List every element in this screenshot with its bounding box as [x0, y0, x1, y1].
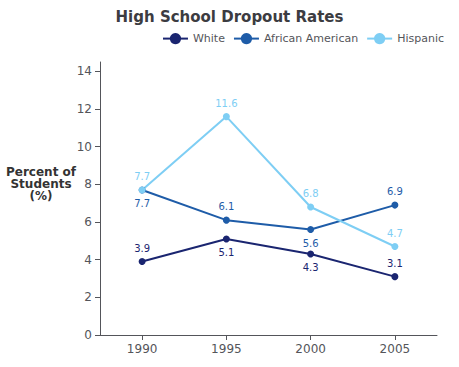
svg-text:5.1: 5.1 — [218, 247, 234, 258]
svg-text:5.6: 5.6 — [303, 238, 319, 249]
svg-text:High School Dropout Rates: High School Dropout Rates — [116, 8, 344, 26]
svg-text:6.1: 6.1 — [218, 201, 234, 212]
svg-text:6.8: 6.8 — [303, 188, 319, 199]
svg-text:4: 4 — [84, 253, 92, 267]
svg-text:11.6: 11.6 — [215, 98, 237, 109]
svg-text:7.7: 7.7 — [134, 198, 150, 209]
svg-text:10: 10 — [77, 140, 92, 154]
svg-text:Students: Students — [10, 176, 72, 191]
svg-text:2000: 2000 — [295, 342, 326, 356]
svg-text:4.3: 4.3 — [303, 262, 319, 273]
svg-text:3.9: 3.9 — [134, 243, 150, 254]
svg-text:Percent of: Percent of — [6, 164, 76, 179]
svg-text:2005: 2005 — [380, 342, 411, 356]
svg-text:8: 8 — [84, 177, 92, 191]
svg-text:0: 0 — [84, 328, 92, 342]
svg-text:1995: 1995 — [211, 342, 242, 356]
svg-text:7.7: 7.7 — [134, 171, 150, 182]
svg-text:6: 6 — [84, 215, 92, 229]
svg-text:African American: African American — [264, 32, 358, 45]
svg-text:3.1: 3.1 — [387, 258, 403, 269]
svg-text:14: 14 — [77, 64, 92, 78]
svg-text:1990: 1990 — [127, 342, 158, 356]
svg-text:2: 2 — [84, 290, 92, 304]
svg-text:4.7: 4.7 — [387, 228, 403, 239]
svg-text:12: 12 — [77, 102, 92, 116]
svg-text:Hispanic: Hispanic — [397, 32, 444, 45]
svg-text:(%): (%) — [30, 189, 53, 203]
svg-text:6.9: 6.9 — [387, 186, 403, 197]
svg-text:White: White — [193, 32, 225, 45]
